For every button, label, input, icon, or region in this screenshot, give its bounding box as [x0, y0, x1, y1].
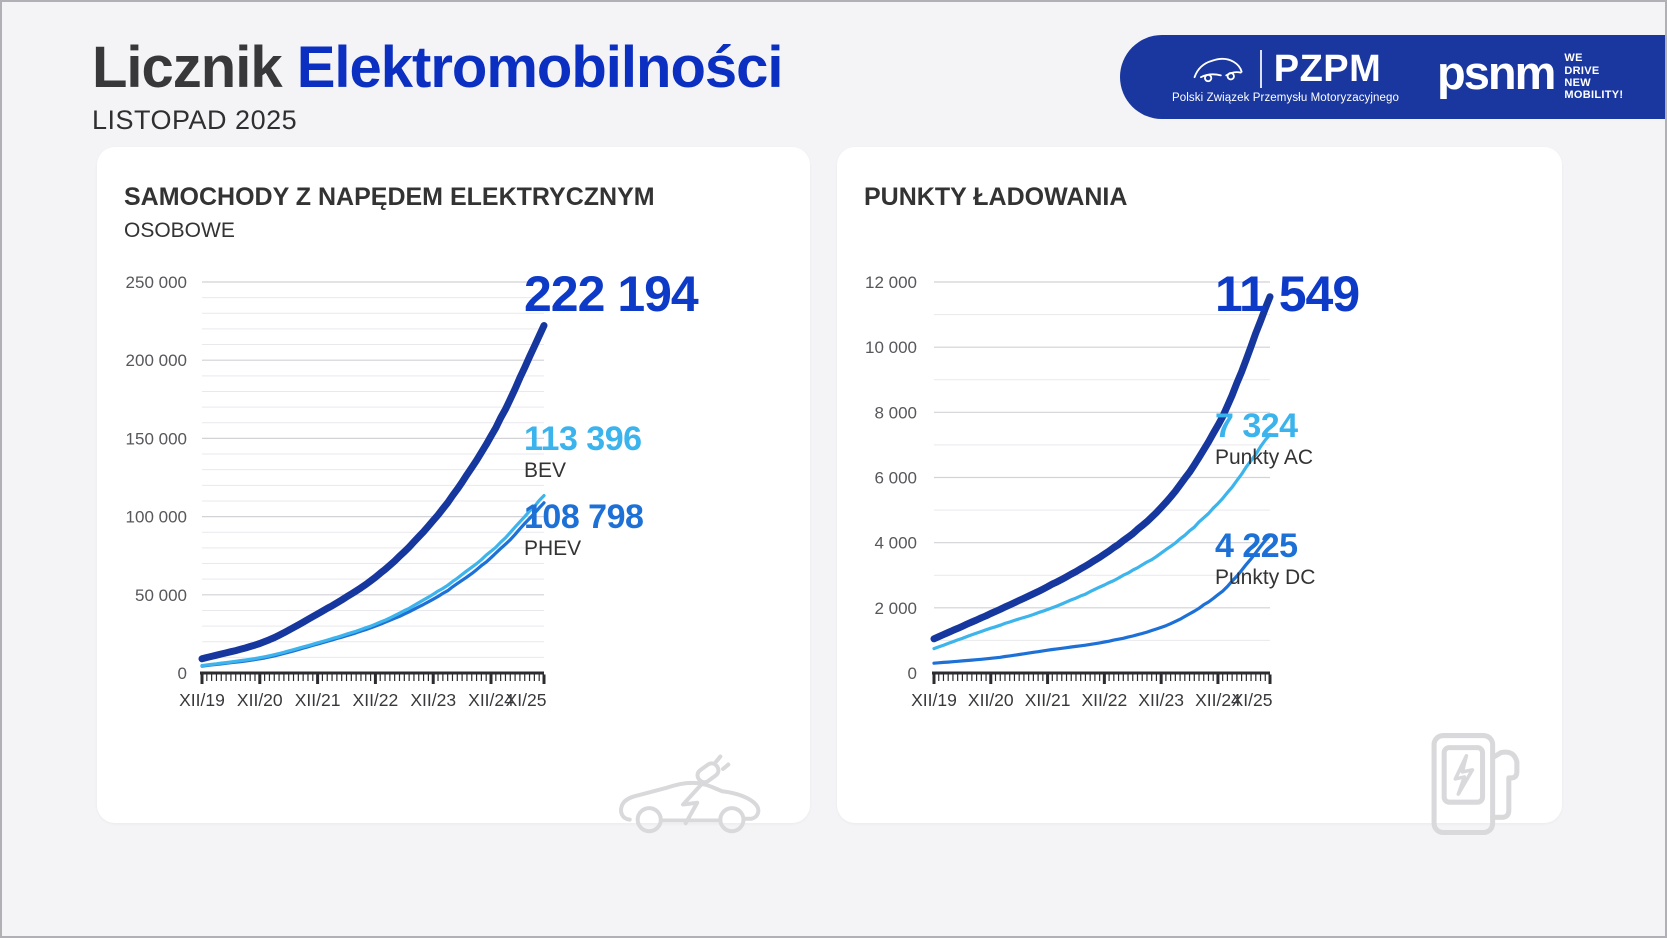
- cars-bev-label: BEV: [524, 459, 567, 482]
- psnm-name: psnm: [1437, 46, 1556, 100]
- svg-text:XII/21: XII/21: [1025, 690, 1071, 710]
- svg-text:150 000: 150 000: [126, 429, 187, 448]
- cars-bev-value: 113 396: [524, 420, 642, 458]
- svg-text:XII/22: XII/22: [1081, 690, 1127, 710]
- svg-text:XII/24: XII/24: [1195, 690, 1241, 710]
- psnm-tagline-line: WE: [1564, 52, 1583, 65]
- cars-bev-callout: 113 396 BEV: [524, 422, 642, 483]
- pzpm-name: PZPM: [1273, 48, 1382, 90]
- cars-panel-subtitle: OSOBOWE: [124, 219, 235, 242]
- svg-text:0: 0: [908, 664, 917, 683]
- svg-text:0: 0: [178, 664, 187, 683]
- charging-ac-label: Punkty AC: [1215, 446, 1314, 469]
- electric-car-icon: [619, 754, 761, 834]
- logo-banner: PZPM Polski Związek Przemysłu Motoryzacy…: [1120, 35, 1665, 119]
- charging-total-value: 11 549: [1215, 266, 1360, 322]
- cars-panel-title: SAMOCHODY Z NAPĘDEM ELEKTRYCZNYM: [124, 183, 655, 211]
- svg-text:250 000: 250 000: [126, 273, 187, 292]
- page-title-blue: Elektromobilności: [296, 35, 784, 100]
- svg-text:50 000: 50 000: [135, 586, 187, 605]
- pzpm-logo: PZPM Polski Związek Przemysłu Motoryzacy…: [1172, 50, 1399, 104]
- page-title-dark: Licznik: [92, 35, 283, 100]
- svg-text:6 000: 6 000: [874, 469, 917, 488]
- charging-line-chart: 0 2 000 4 000 6 000 8 000 10 000 12 000 XII/19 X…: [865, 273, 1274, 710]
- psnm-tagline-line: NEW MOBILITY!: [1564, 77, 1624, 102]
- cars-phev-callout: 108 798 PHEV: [524, 498, 644, 561]
- psnm-logo: psnm WE DRIVE NEW MOBILITY!: [1437, 46, 1651, 101]
- psnm-tagline: WE DRIVE NEW MOBILITY!: [1564, 52, 1651, 101]
- svg-text:XI/25: XI/25: [506, 690, 547, 710]
- cars-panel: SAMOCHODY Z NAPĘDEM ELEKTRYCZNYM OSOBOWE…: [97, 147, 810, 834]
- svg-text:12 000: 12 000: [865, 273, 917, 292]
- charging-dc-callout: 4 225 Punkty DC: [1215, 529, 1315, 590]
- svg-text:2 000: 2 000: [874, 599, 917, 618]
- charging-station-icon: [1431, 733, 1520, 835]
- svg-text:XI/25: XI/25: [1232, 690, 1273, 710]
- pzpm-car-icon: [1193, 57, 1243, 83]
- header: Licznik Elektromobilności LISTOPAD 2025: [92, 35, 784, 136]
- svg-text:XII/21: XII/21: [295, 690, 341, 710]
- pzpm-logo-row: PZPM: [1190, 50, 1382, 88]
- svg-text:200 000: 200 000: [126, 351, 187, 370]
- svg-text:100 000: 100 000: [126, 508, 187, 527]
- svg-text:XII/20: XII/20: [968, 690, 1014, 710]
- report-date: LISTOPAD 2025: [92, 105, 298, 136]
- svg-text:XII/23: XII/23: [410, 690, 456, 710]
- charging-dc-label: Punkty DC: [1215, 566, 1316, 589]
- cars-total-value: 222 194: [524, 266, 699, 322]
- svg-text:XII/20: XII/20: [237, 690, 283, 710]
- svg-text:4 000: 4 000: [874, 534, 917, 553]
- charging-panel: PUNKTY ŁADOWANIA 0 2 000 4 000 6 000 8 000 10…: [837, 147, 1562, 835]
- cars-total-callout: 222 194: [524, 266, 699, 322]
- pzpm-divider: [1259, 50, 1262, 88]
- svg-text:XII/24: XII/24: [468, 690, 514, 710]
- svg-text:8 000: 8 000: [874, 403, 917, 422]
- cars-line-chart: 0 50 000 100 000 150 000 200 000 250 000 XII/1…: [126, 273, 548, 710]
- svg-text:XII/23: XII/23: [1138, 690, 1184, 710]
- cars-phev-label: PHEV: [524, 537, 582, 560]
- svg-text:XII/19: XII/19: [179, 690, 225, 710]
- charging-ac-callout: 7 324 Punkty AC: [1215, 409, 1313, 470]
- charging-ac-value: 7 324: [1215, 407, 1298, 445]
- charging-panel-title: PUNKTY ŁADOWANIA: [864, 183, 1128, 211]
- cars-phev-value: 108 798: [524, 498, 644, 536]
- charging-total-callout: 11 549: [1215, 266, 1360, 322]
- charging-dc-value: 4 225: [1215, 527, 1298, 565]
- svg-text:10 000: 10 000: [865, 338, 917, 357]
- pzpm-caption: Polski Związek Przemysłu Motoryzacyjnego: [1172, 92, 1400, 104]
- svg-text:XII/22: XII/22: [353, 690, 399, 710]
- page-title: Licznik Elektromobilności: [92, 35, 784, 100]
- svg-text:XII/19: XII/19: [911, 690, 957, 710]
- psnm-tagline-line: DRIVE: [1564, 64, 1600, 77]
